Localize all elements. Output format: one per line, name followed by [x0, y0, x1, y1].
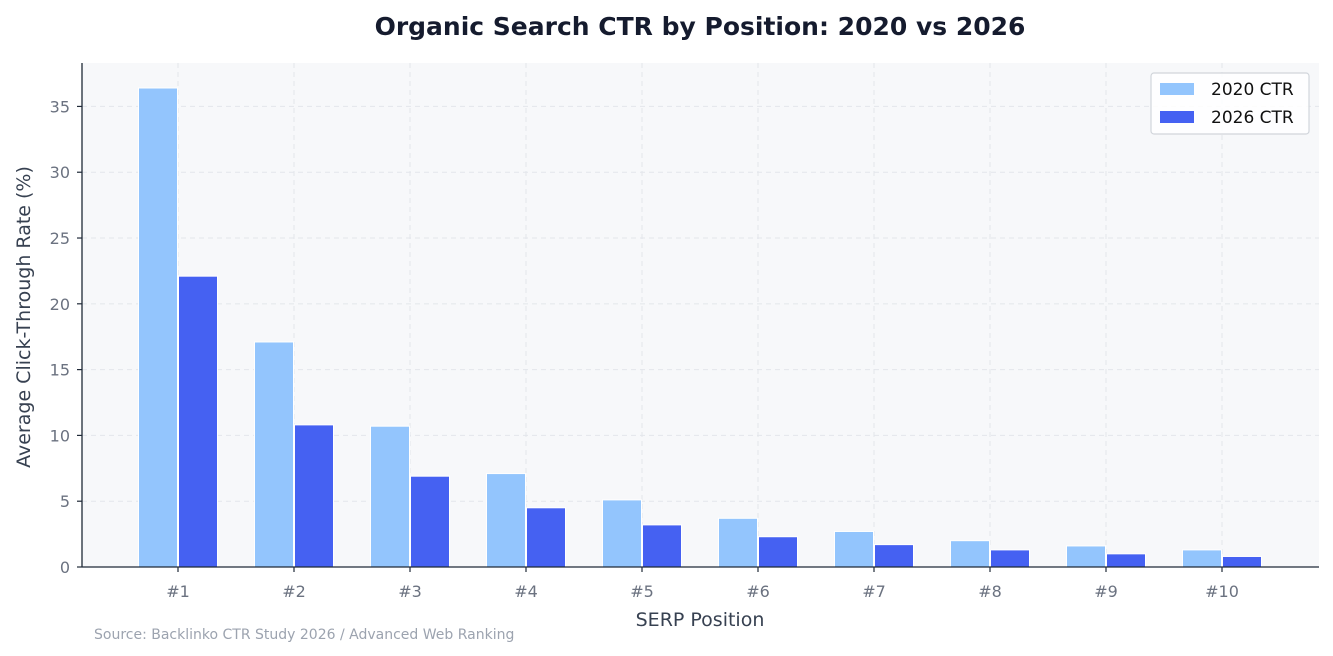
x-tick-label: #7 [862, 582, 886, 601]
bar-2026-9 [1106, 553, 1146, 568]
legend-label-2026: 2026 CTR [1211, 108, 1294, 128]
legend-swatch-2020 [1160, 83, 1194, 95]
bar-2020-6 [718, 517, 758, 568]
bar-2020-7 [834, 530, 874, 568]
chart-title: Organic Search CTR by Position: 2020 vs … [375, 12, 1026, 41]
bar-2026-2 [294, 424, 334, 568]
bar-2020-3 [370, 425, 410, 568]
grid-lines [82, 63, 1319, 567]
x-tick-label: #8 [978, 582, 1002, 601]
bar-2026-3 [410, 475, 450, 568]
x-axis-ticks: #1 #2 #3 #4 #5 #6 #7 #8 #9 #10 [166, 567, 1239, 601]
y-tick-label: 10 [50, 426, 70, 445]
y-tick-label: 25 [50, 229, 70, 248]
x-axis-label: SERP Position [636, 609, 765, 631]
bar-2026-4 [526, 507, 566, 568]
bar-2020-9 [1066, 545, 1106, 568]
legend-label-2020: 2020 CTR [1211, 80, 1294, 100]
x-tick-label: #2 [282, 582, 306, 601]
y-tick-label: 5 [60, 492, 70, 511]
bar-2026-1 [178, 275, 218, 568]
x-tick-label: #4 [514, 582, 538, 601]
bar-2020-8 [950, 540, 990, 568]
x-tick-label: #1 [166, 582, 190, 601]
y-tick-label: 30 [50, 163, 70, 182]
y-axis-label: Average Click-Through Rate (%) [13, 166, 35, 468]
bar-2026-7 [874, 544, 914, 568]
bar-2026-8 [990, 549, 1030, 568]
x-tick-label: #3 [398, 582, 422, 601]
y-tick-label: 35 [50, 97, 70, 116]
y-tick-label: 20 [50, 295, 70, 314]
source-note: Source: Backlinko CTR Study 2026 / Advan… [94, 627, 514, 643]
x-tick-label: #6 [746, 582, 770, 601]
bar-2020-4 [486, 473, 526, 568]
bar-2026-10 [1222, 555, 1262, 568]
bars [138, 87, 1262, 568]
bar-2026-6 [758, 536, 798, 568]
bar-2026-5 [642, 524, 682, 568]
legend-swatch-2026 [1160, 111, 1194, 123]
x-tick-label: #5 [630, 582, 654, 601]
bar-2020-5 [602, 499, 642, 568]
bar-2020-2 [254, 341, 294, 568]
legend: 2020 CTR 2026 CTR [1150, 72, 1310, 135]
bar-2020-1 [138, 87, 178, 568]
x-tick-label: #10 [1205, 582, 1239, 601]
x-tick-label: #9 [1094, 582, 1118, 601]
bar-2020-10 [1182, 549, 1222, 568]
y-axis-ticks: 0 5 10 15 20 25 30 35 [50, 97, 82, 577]
y-tick-label: 15 [50, 361, 70, 380]
y-tick-label: 0 [60, 558, 70, 577]
